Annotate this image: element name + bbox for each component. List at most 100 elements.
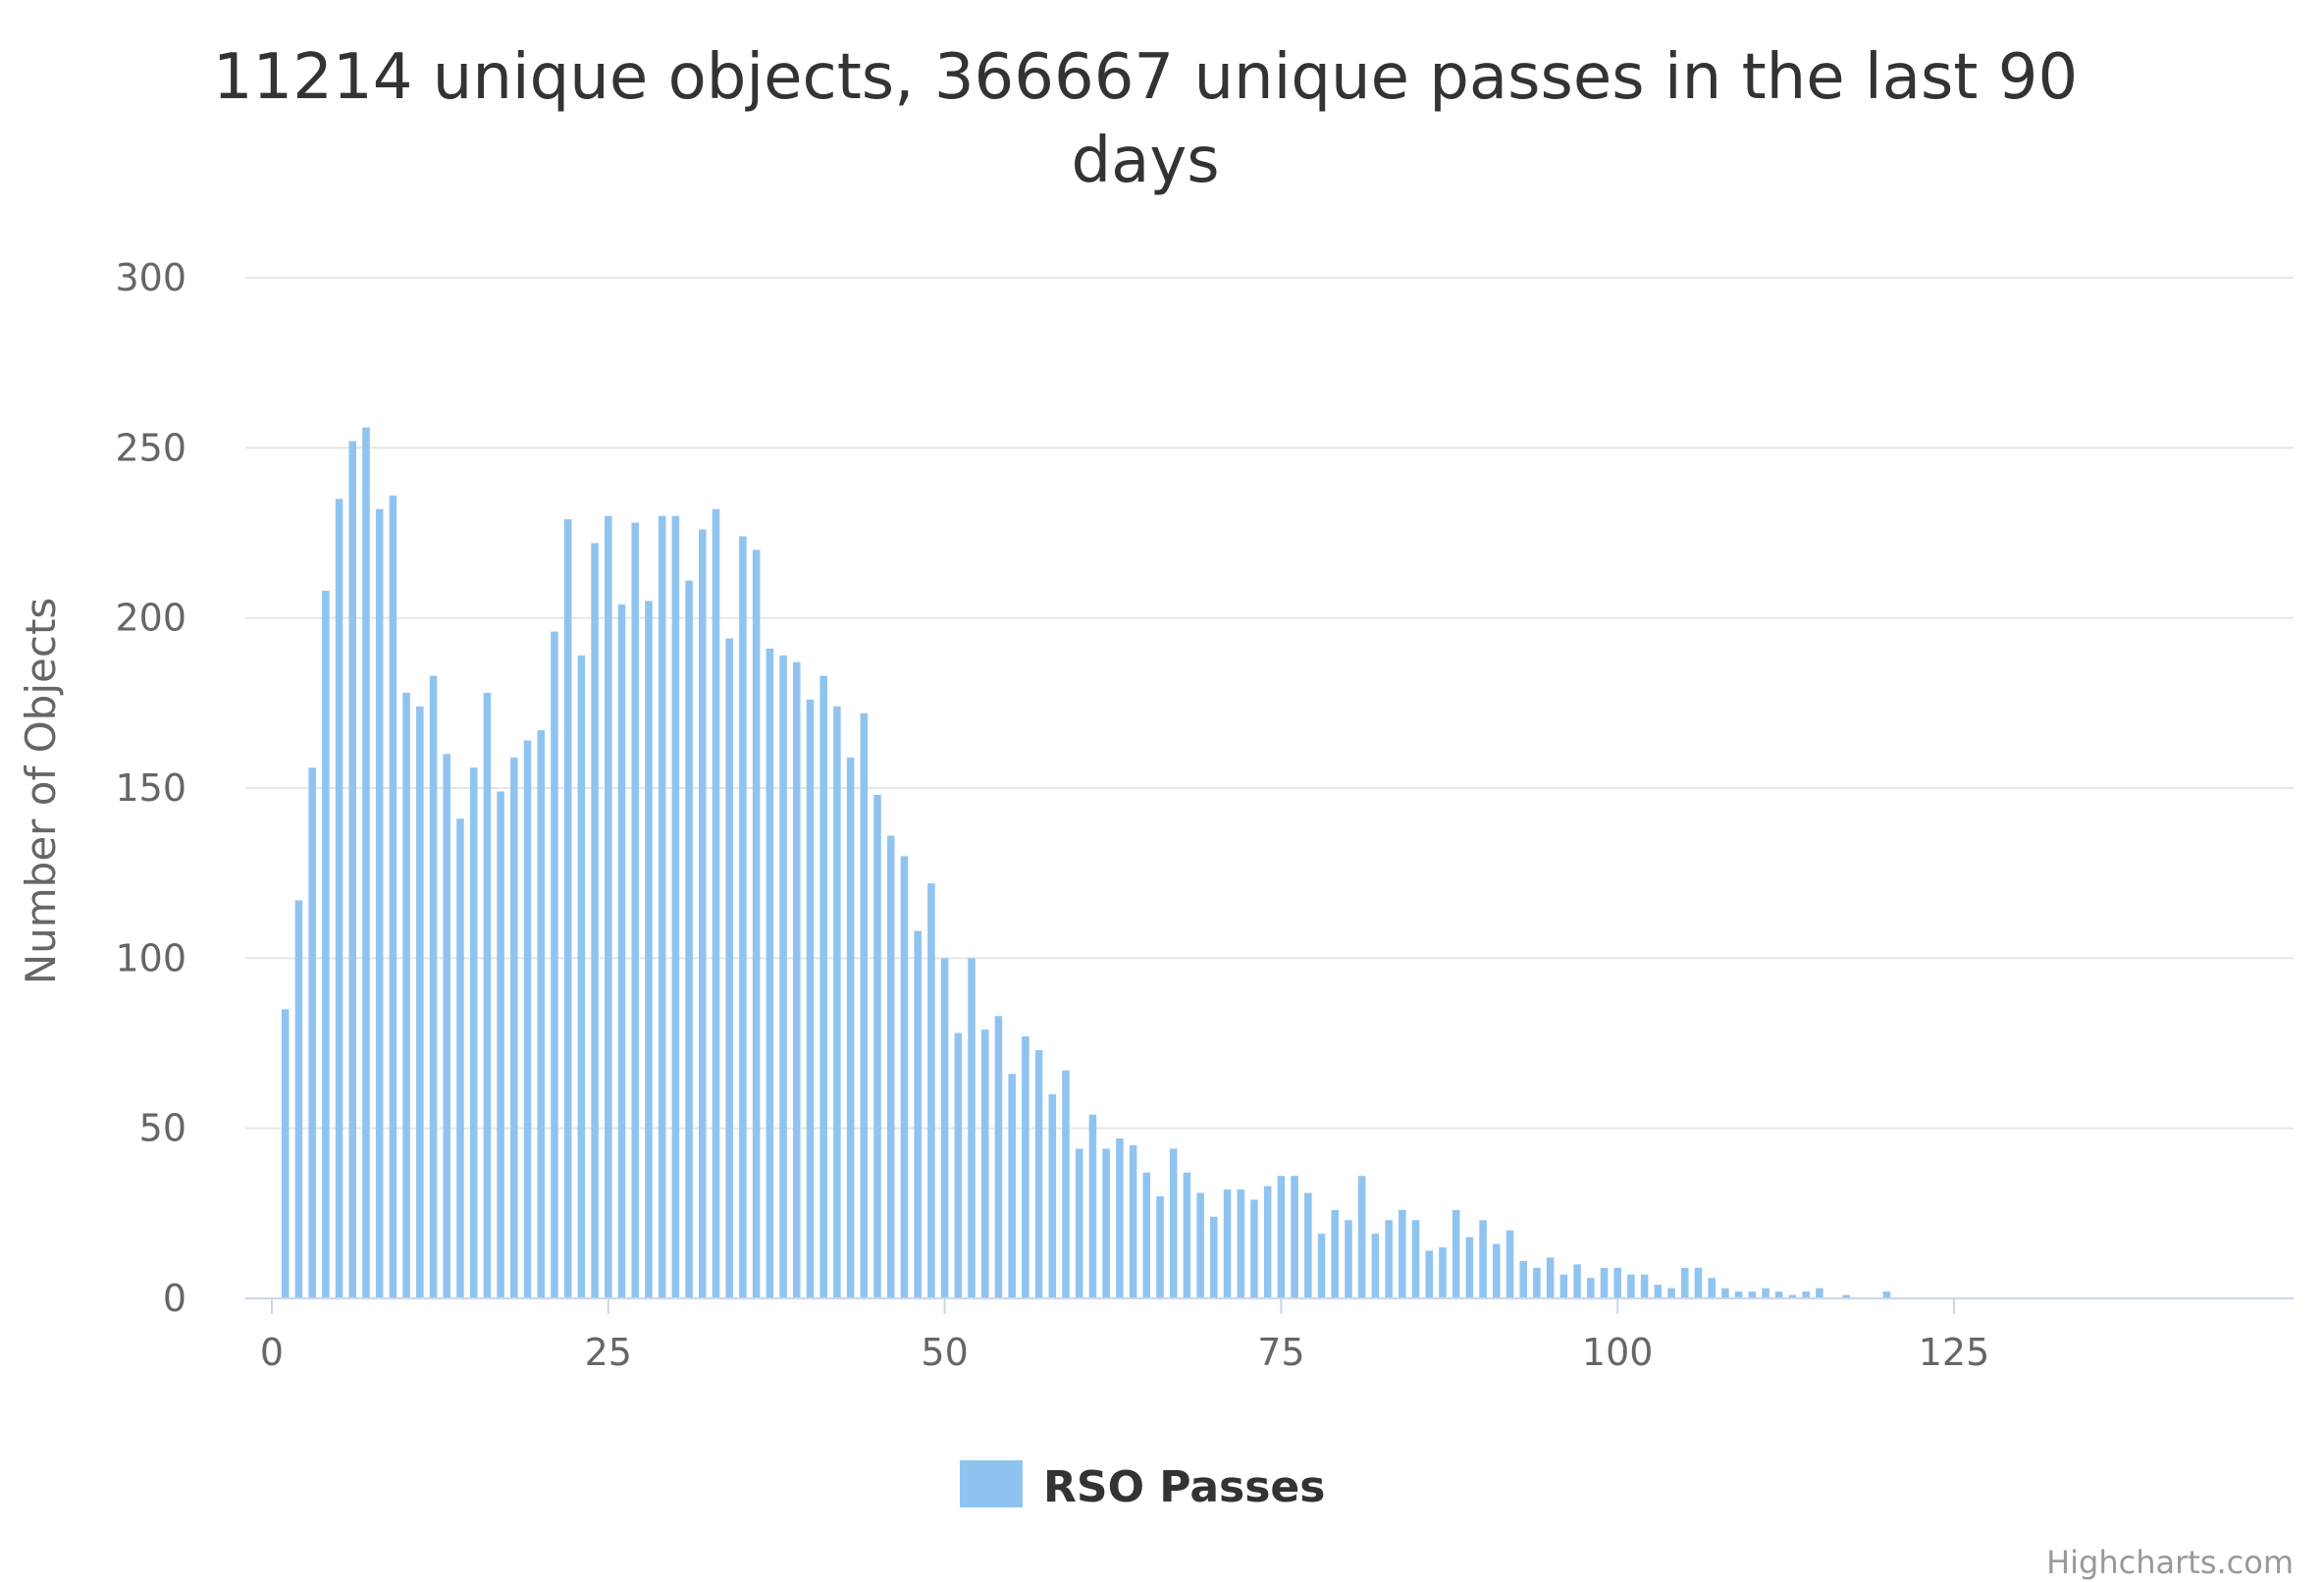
bar-49[interactable] <box>927 883 935 1298</box>
bar-108[interactable] <box>1721 1288 1729 1298</box>
bar-105[interactable] <box>1680 1267 1689 1298</box>
bar-5[interactable] <box>335 499 343 1299</box>
bar-117[interactable] <box>1842 1294 1851 1298</box>
bar-64[interactable] <box>1129 1145 1137 1298</box>
bar-80[interactable] <box>1345 1220 1352 1298</box>
bar-75[interactable] <box>1277 1176 1286 1298</box>
bar-71[interactable] <box>1223 1189 1232 1298</box>
bar-79[interactable] <box>1331 1209 1340 1298</box>
bar-60[interactable] <box>1075 1148 1083 1298</box>
legend-label-rso-passes[interactable]: RSO Passes <box>1043 1462 1325 1512</box>
bar-101[interactable] <box>1627 1274 1635 1298</box>
bar-82[interactable] <box>1371 1234 1380 1298</box>
bar-38[interactable] <box>779 655 787 1298</box>
bar-57[interactable] <box>1034 1049 1043 1298</box>
bar-61[interactable] <box>1088 1114 1097 1298</box>
bar-28[interactable] <box>645 601 653 1298</box>
bar-24[interactable] <box>591 543 599 1298</box>
bar-115[interactable] <box>1816 1288 1823 1298</box>
bar-51[interactable] <box>954 1032 963 1298</box>
bar-6[interactable] <box>348 441 357 1298</box>
bar-1[interactable] <box>281 1009 290 1298</box>
bar-58[interactable] <box>1048 1094 1057 1298</box>
bar-69[interactable] <box>1196 1192 1204 1298</box>
bar-56[interactable] <box>1022 1036 1030 1298</box>
bar-10[interactable] <box>402 692 410 1298</box>
bar-47[interactable] <box>900 856 909 1298</box>
bar-series[interactable] <box>281 427 1891 1299</box>
bar-97[interactable] <box>1573 1264 1581 1298</box>
bar-54[interactable] <box>994 1016 1003 1298</box>
bar-11[interactable] <box>416 706 424 1298</box>
bar-66[interactable] <box>1156 1196 1164 1298</box>
bar-63[interactable] <box>1116 1138 1124 1298</box>
bar-46[interactable] <box>886 835 895 1298</box>
bar-8[interactable] <box>375 508 384 1298</box>
bar-103[interactable] <box>1654 1285 1663 1298</box>
bar-88[interactable] <box>1452 1209 1460 1298</box>
bar-30[interactable] <box>671 515 680 1298</box>
bar-2[interactable] <box>294 900 303 1298</box>
credits-link[interactable]: Highcharts.com <box>2046 1544 2294 1581</box>
bar-40[interactable] <box>806 699 815 1298</box>
bar-111[interactable] <box>1762 1288 1769 1298</box>
bar-39[interactable] <box>793 661 801 1298</box>
bar-102[interactable] <box>1640 1274 1649 1298</box>
legend[interactable]: RSO Passes <box>960 1460 1325 1512</box>
bar-20[interactable] <box>537 730 546 1298</box>
bar-68[interactable] <box>1183 1172 1191 1298</box>
bar-86[interactable] <box>1425 1250 1433 1298</box>
bar-50[interactable] <box>940 958 949 1298</box>
bar-110[interactable] <box>1748 1292 1757 1298</box>
bar-48[interactable] <box>914 930 922 1298</box>
bar-15[interactable] <box>469 767 478 1298</box>
bar-67[interactable] <box>1169 1148 1178 1298</box>
bar-83[interactable] <box>1385 1220 1393 1298</box>
bar-16[interactable] <box>483 692 492 1298</box>
bar-32[interactable] <box>699 529 707 1298</box>
bar-62[interactable] <box>1102 1148 1110 1298</box>
bar-78[interactable] <box>1317 1234 1326 1298</box>
bar-35[interactable] <box>739 536 747 1298</box>
bar-4[interactable] <box>322 590 330 1298</box>
bar-74[interactable] <box>1263 1186 1272 1298</box>
bar-107[interactable] <box>1708 1278 1716 1298</box>
bar-93[interactable] <box>1519 1260 1527 1298</box>
bar-87[interactable] <box>1439 1247 1447 1298</box>
bar-52[interactable] <box>968 958 976 1298</box>
bar-81[interactable] <box>1357 1176 1366 1298</box>
bar-76[interactable] <box>1291 1176 1298 1298</box>
bar-120[interactable] <box>1882 1292 1891 1298</box>
bar-104[interactable] <box>1667 1288 1675 1298</box>
bar-26[interactable] <box>617 604 626 1298</box>
bar-21[interactable] <box>551 631 558 1298</box>
bar-55[interactable] <box>1008 1074 1016 1298</box>
bar-41[interactable] <box>819 675 827 1298</box>
bar-112[interactable] <box>1774 1292 1783 1298</box>
bar-91[interactable] <box>1493 1243 1501 1298</box>
bar-17[interactable] <box>497 791 504 1298</box>
bar-9[interactable] <box>389 495 397 1298</box>
bar-59[interactable] <box>1062 1070 1070 1298</box>
bar-100[interactable] <box>1613 1267 1621 1298</box>
bar-13[interactable] <box>443 754 451 1298</box>
bar-114[interactable] <box>1802 1292 1810 1298</box>
bar-12[interactable] <box>429 675 438 1298</box>
bar-84[interactable] <box>1399 1209 1406 1298</box>
bar-70[interactable] <box>1210 1216 1218 1298</box>
bar-45[interactable] <box>873 794 881 1298</box>
bar-31[interactable] <box>685 580 693 1298</box>
bar-73[interactable] <box>1250 1199 1258 1298</box>
bar-89[interactable] <box>1465 1237 1474 1298</box>
bar-22[interactable] <box>563 519 572 1298</box>
bar-92[interactable] <box>1505 1230 1514 1298</box>
bar-43[interactable] <box>846 757 855 1298</box>
bar-98[interactable] <box>1587 1278 1595 1298</box>
bar-23[interactable] <box>577 655 586 1298</box>
bar-90[interactable] <box>1479 1220 1487 1298</box>
bar-19[interactable] <box>523 740 532 1298</box>
bar-33[interactable] <box>712 508 720 1298</box>
bar-3[interactable] <box>308 767 316 1298</box>
bar-96[interactable] <box>1559 1274 1568 1298</box>
bar-53[interactable] <box>980 1029 989 1298</box>
